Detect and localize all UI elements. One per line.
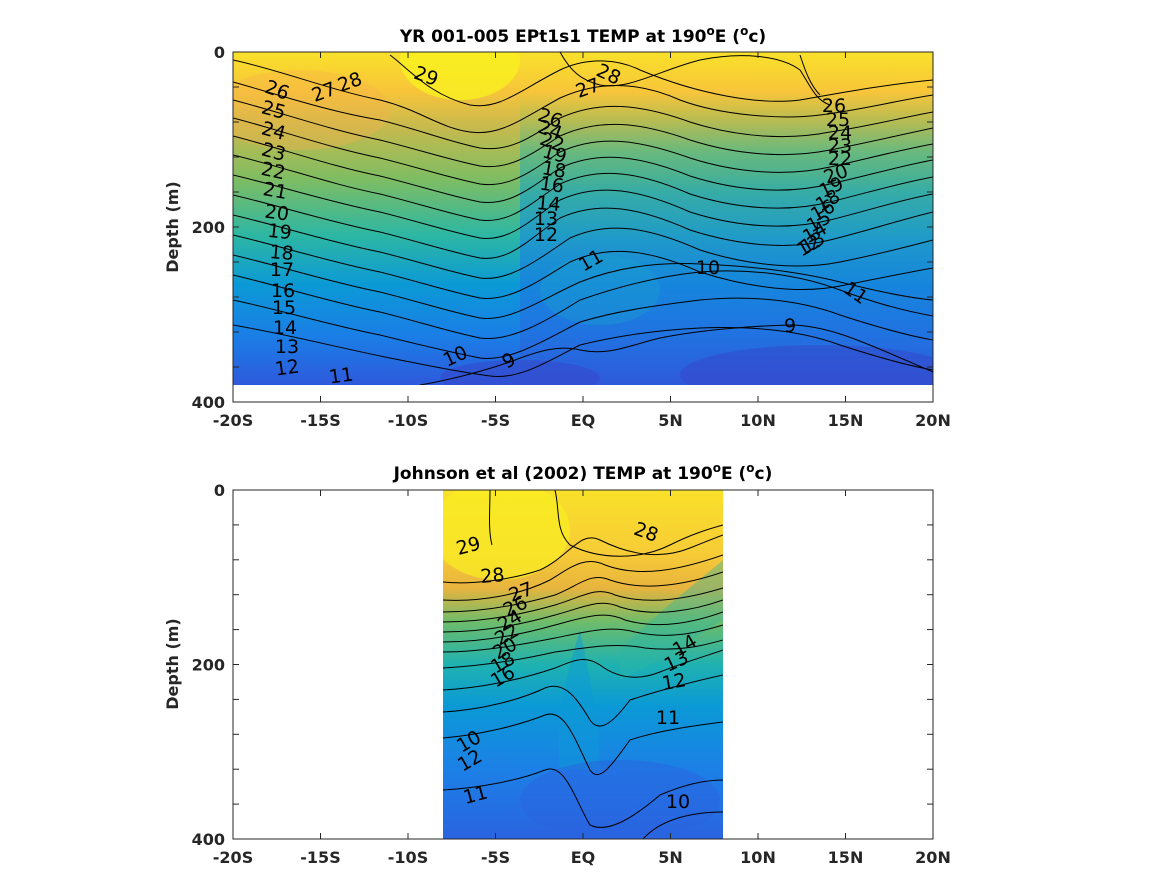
- top-y-axis-label: Depth (m): [163, 181, 182, 273]
- bottom-ticks: -20S -15S -10S -5S EQ 5N 10N 15N 20N 0 200 400: [192, 481, 951, 867]
- bottom-x-tick-label: 10N: [740, 848, 776, 867]
- clab-top-36: 26: [822, 95, 846, 117]
- top-x-tick-label: 15N: [828, 411, 864, 430]
- clab-top-37: 25: [826, 109, 850, 131]
- clab-top-18: 11: [328, 363, 355, 388]
- top-y-tick-label: 200: [192, 218, 225, 237]
- bottom-y-tick-label: 0: [214, 481, 225, 500]
- clab-top-31: 12: [534, 224, 558, 246]
- top-x-tick-label: 10N: [740, 411, 776, 430]
- top-contours: [233, 52, 933, 385]
- clab-bot-17: 10: [666, 791, 690, 813]
- clab-top-9: 20: [263, 200, 290, 225]
- clab-top-14: 15: [272, 297, 296, 319]
- clab-top-39: 23: [828, 135, 852, 157]
- bottom-x-tick-label: -10S: [388, 848, 428, 867]
- bottom-contours: [443, 490, 723, 839]
- top-x-tick-label: 5N: [658, 411, 683, 430]
- bottom-x-tick-label: -15S: [300, 848, 340, 867]
- top-x-tick-label: -15S: [300, 411, 340, 430]
- clab-top-8: 21: [261, 178, 289, 204]
- clab-top-34: 9: [784, 315, 796, 337]
- top-x-tick-label: -20S: [213, 411, 253, 430]
- clab-top-11: 18: [269, 241, 295, 265]
- bottom-x-tick-label: -20S: [213, 848, 253, 867]
- clab-top-10: 19: [266, 220, 292, 244]
- top-field: 26 28 27 29 25 24 23 22 21 20 19 18 17 1…: [233, 52, 933, 388]
- clab-bot-12: 12: [660, 669, 688, 695]
- top-ticks: -20S -15S -10S -5S EQ 5N 10N 15N 20N 0 200 400: [192, 43, 951, 430]
- clab-top-17: 12: [274, 355, 301, 380]
- top-y-tick-label: 0: [214, 43, 225, 62]
- clab-top-40: 22: [828, 148, 852, 170]
- bottom-title: Johnson et al (2002) TEMP at 190oE (oc): [393, 461, 773, 484]
- top-title: YR 001-005 EPt1s1 TEMP at 190oE (oc): [399, 24, 766, 47]
- top-x-tick-label: EQ: [571, 411, 596, 430]
- bottom-x-tick-label: -5S: [481, 848, 510, 867]
- clab-top-13: 16: [271, 280, 295, 302]
- clab-top-30: 13: [534, 208, 558, 230]
- bottom-field: 29 28 28 27 26 24 22 20 18 16 14 13 12 1…: [443, 490, 723, 839]
- bottom-x-tick-label: 5N: [658, 848, 683, 867]
- bottom-y-axis-label: Depth (m): [163, 618, 182, 710]
- clab-bot-13: 11: [656, 707, 680, 729]
- bottom-panel: Johnson et al (2002) TEMP at 190oE (oc): [163, 461, 951, 867]
- bottom-y-tick-label: 200: [192, 656, 225, 675]
- top-y-tick-label: 400: [192, 393, 225, 412]
- clab-top-12: 17: [270, 259, 294, 281]
- clab-top-7: 22: [259, 158, 287, 185]
- clab-top-15: 14: [273, 317, 297, 339]
- bottom-y-tick-label: 400: [192, 830, 225, 849]
- top-x-tick-label: -5S: [481, 411, 510, 430]
- clab-top-38: 24: [828, 122, 852, 144]
- bottom-x-tick-label: 20N: [915, 848, 951, 867]
- clab-top-29: 14: [536, 192, 562, 216]
- top-panel: YR 001-005 EPt1s1 TEMP at 190oE (oc): [163, 24, 951, 430]
- clab-top-16: 13: [275, 336, 299, 358]
- bottom-x-tick-label: 15N: [828, 848, 864, 867]
- top-x-tick-label: -10S: [388, 411, 428, 430]
- top-x-tick-label: 20N: [915, 411, 951, 430]
- clab-top-33: 10: [696, 257, 720, 279]
- clab-top-28: 16: [538, 172, 565, 197]
- clab-top-27: 18: [540, 157, 568, 183]
- bottom-x-tick-label: EQ: [571, 848, 596, 867]
- clab-bot-2: 28: [479, 564, 505, 588]
